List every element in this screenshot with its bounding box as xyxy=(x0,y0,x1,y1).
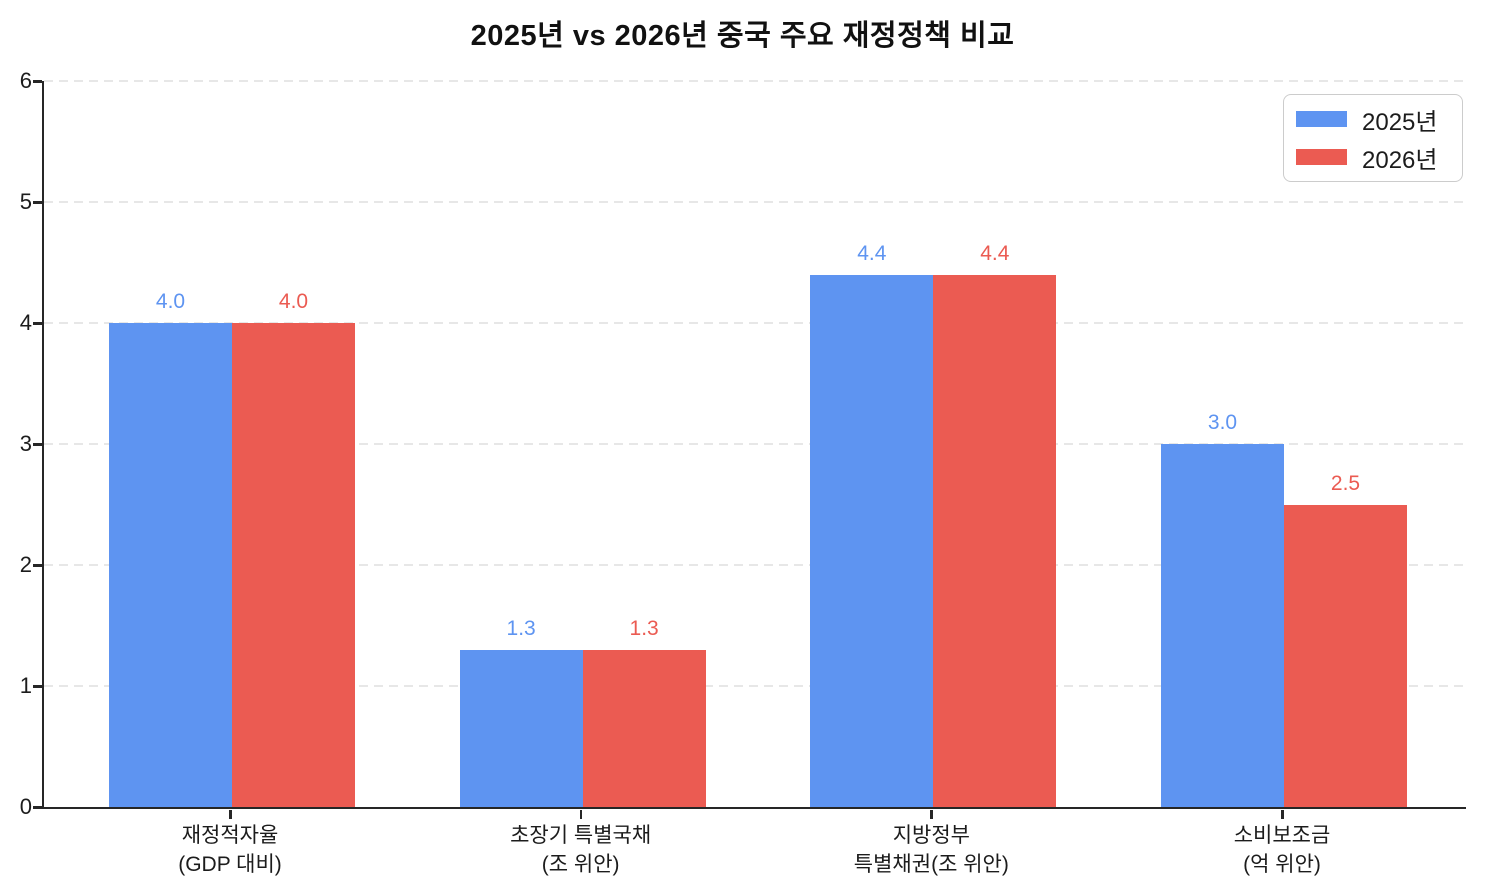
x-axis-tick-1 xyxy=(579,809,583,819)
chart-title: 2025년 vs 2026년 중국 주요 재정정책 비교 xyxy=(470,20,1015,52)
bar-value-label-2026년-cat2: 4.4 xyxy=(980,241,1010,265)
y-axis-tick-1 xyxy=(33,685,42,688)
y-axis-tick-5 xyxy=(33,201,42,204)
bar-value-label-2026년-cat1: 1.3 xyxy=(629,616,659,640)
bar-value-label-2025년-cat1: 1.3 xyxy=(506,616,536,640)
y-axis-tick-label-1: 1 xyxy=(19,673,32,698)
legend-entry-2025: 2025년 xyxy=(1296,105,1448,136)
bar-2026년-cat3 xyxy=(1284,504,1407,807)
x-axis-category-label-0: 재정적자율 (GDP 대비) xyxy=(178,824,282,876)
gridline-y-6 xyxy=(44,80,1466,82)
x-axis-category-label-3: 소비보조금 (억 위안) xyxy=(1233,824,1331,876)
x-axis-tick-3 xyxy=(1281,809,1284,819)
bar-value-label-2026년-cat3: 2.5 xyxy=(1330,471,1361,495)
bar-value-label-2025년-cat3: 3.0 xyxy=(1207,411,1238,434)
gridline-y-4 xyxy=(44,322,1466,324)
bar-2025년-cat2 xyxy=(810,274,934,807)
y-axis-tick-3 xyxy=(33,443,42,446)
x-axis-tick-0 xyxy=(229,809,232,819)
bar-value-label-2025년-cat2: 4.4 xyxy=(857,241,887,265)
x-axis-category-label-2: 지방정부 특별채권(조 위안) xyxy=(853,824,1009,876)
y-axis-tick-6 xyxy=(33,80,42,83)
gridline-y-2 xyxy=(44,564,1466,566)
y-axis-tick-label-4: 4 xyxy=(19,310,32,335)
bar-2026년-cat0 xyxy=(232,323,355,807)
legend-label-2026: 2026년 xyxy=(1362,146,1438,174)
x-axis-category-label-1: 초장기 특별국채 (조 위안) xyxy=(510,824,652,876)
y-axis-tick-label-6: 6 xyxy=(19,68,32,93)
y-axis-tick-label-0: 0 xyxy=(19,794,32,819)
y-axis-tick-4 xyxy=(33,322,42,325)
gridline-y-1 xyxy=(44,685,1466,687)
bar-value-label-2026년-cat0: 4.0 xyxy=(278,290,309,313)
y-axis-tick-label-2: 2 xyxy=(19,552,32,577)
y-axis-tick-2 xyxy=(33,564,42,567)
legend-label-2025: 2025년 xyxy=(1362,108,1438,136)
gridline-y-3 xyxy=(44,443,1466,445)
bar-value-label-2025년-cat0: 4.0 xyxy=(155,290,186,313)
legend: 2025년 2026년 xyxy=(1283,94,1463,182)
bar-2026년-cat1 xyxy=(582,649,706,807)
y-axis-tick-label-5: 5 xyxy=(19,189,32,214)
bar-2025년-cat3 xyxy=(1161,444,1284,807)
plot-area: 4.0 4.0 1.3 1.3 4.4 4.4 3.0 2.5 xyxy=(42,80,1466,809)
bar-2026년-cat2 xyxy=(933,274,1057,807)
y-axis-tick-0 xyxy=(33,806,42,809)
legend-entry-2026: 2026년 xyxy=(1296,143,1448,174)
bar-2025년-cat0 xyxy=(109,323,232,807)
gridline-y-5 xyxy=(44,201,1466,203)
bar-2025년-cat1 xyxy=(459,649,583,807)
legend-swatch-2026 xyxy=(1296,149,1347,165)
legend-swatch-2025 xyxy=(1296,111,1347,127)
y-axis-tick-label-3: 3 xyxy=(19,431,32,456)
x-axis-tick-2 xyxy=(930,809,933,819)
